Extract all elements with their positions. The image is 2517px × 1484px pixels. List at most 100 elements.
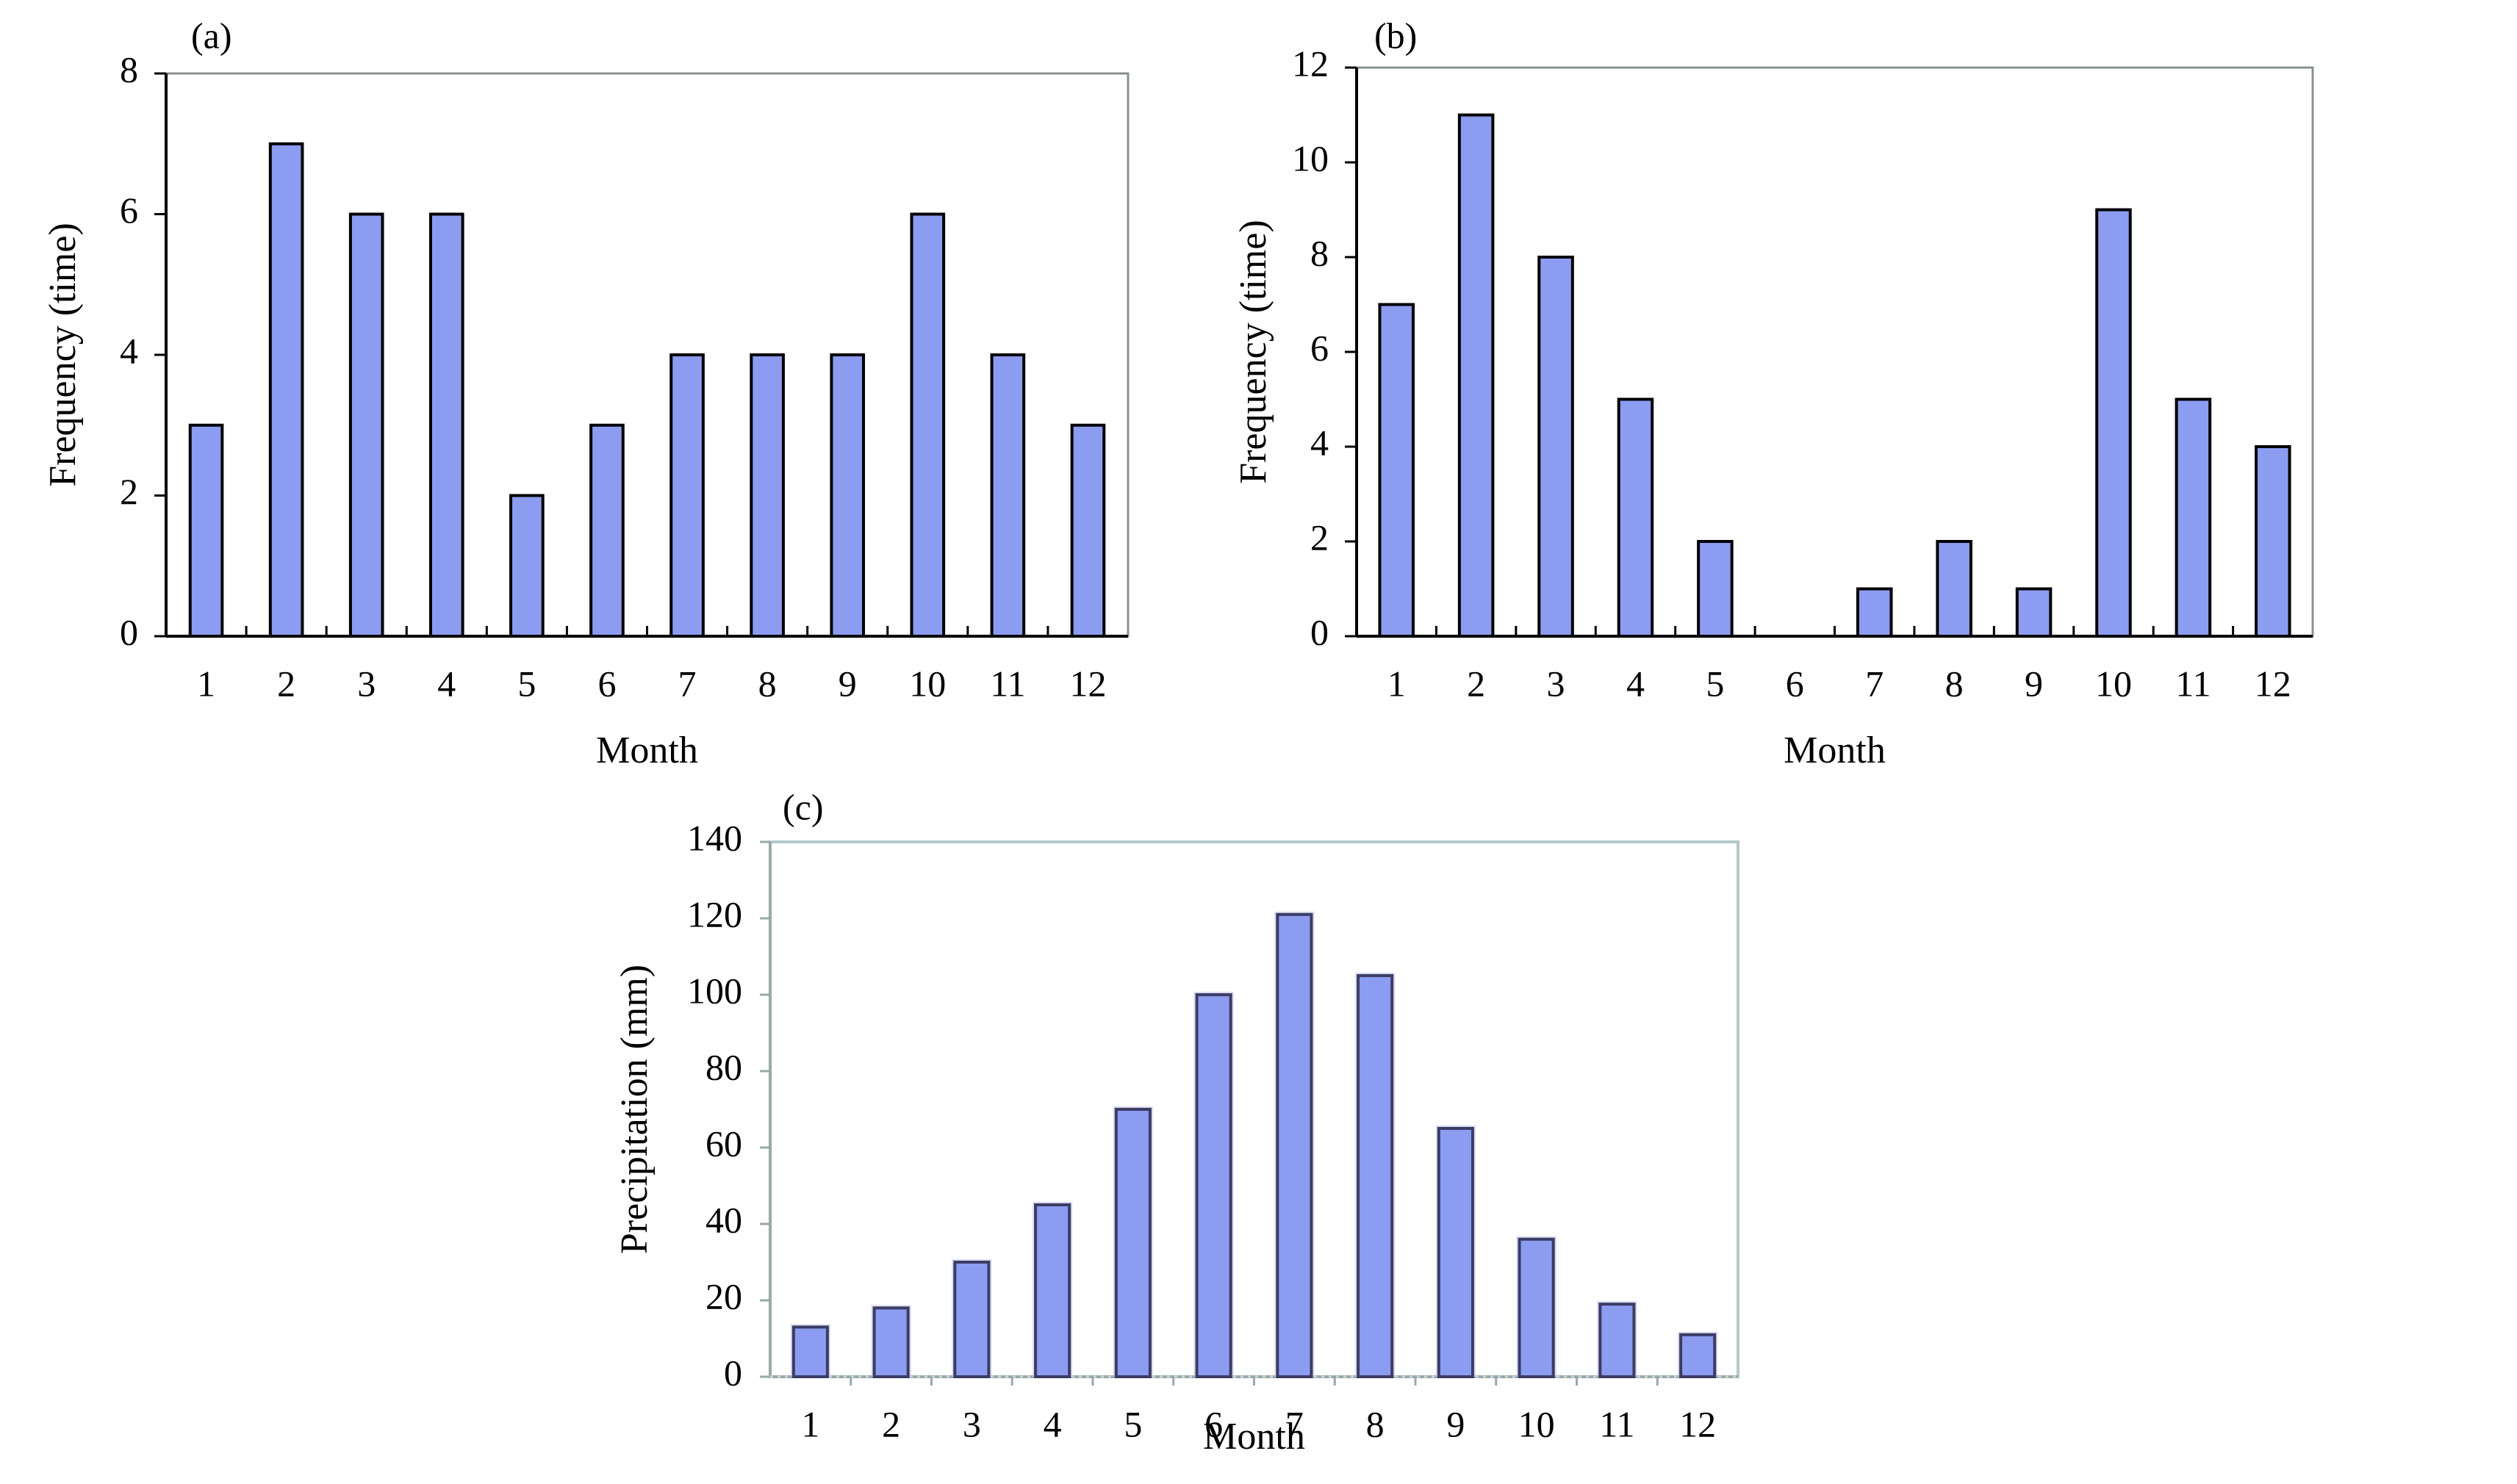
bar [1357,974,1394,1378]
bar [1518,1237,1555,1379]
y-tick-label: 8 [120,48,138,90]
y-tick-label: 140 [687,817,742,858]
panel-label: (c) [783,786,824,827]
bar [1437,1127,1474,1378]
bar [2175,397,2212,638]
y-axis-label: Frequency (time) [42,223,84,487]
bar [2255,445,2291,638]
x-tick-label: 9 [1446,1403,1465,1444]
x-tick-label: 2 [1467,663,1485,704]
bar [953,1261,991,1378]
plot-frame [769,840,1739,1378]
x-tick-label: 1 [197,663,215,704]
y-tick-label: 2 [120,471,138,512]
x-tick-label: 3 [1547,663,1565,704]
x-tick-label: 12 [2255,663,2291,704]
x-tick-label: 7 [1285,1403,1304,1444]
y-tick-label: 0 [724,1352,742,1393]
plot-frame [165,72,1130,638]
bar [268,142,304,638]
bar [428,212,464,638]
x-tick-label: 2 [882,1403,900,1444]
x-tick-label: 10 [1518,1403,1555,1444]
y-tick-label: 6 [120,190,138,231]
y-tick-label: 4 [1310,422,1329,463]
x-tick-label: 12 [1679,1403,1716,1444]
panel-label: (a) [191,15,232,56]
y-axis-label: Precipitation (mm) [614,965,656,1254]
plot-frame [1355,66,2314,638]
y-tick-label: 0 [120,611,138,652]
x-axis-label: Month [1203,1416,1305,1458]
x-tick-label: 7 [1865,663,1884,704]
panel-label: (b) [1374,15,1417,56]
bar [1679,1333,1717,1379]
y-tick-label: 8 [1310,232,1329,273]
y-axis-label: Frequency (time) [1232,220,1274,484]
y-tick-label: 120 [687,893,742,934]
bar [1936,540,1972,638]
y-tick-label: 20 [705,1275,742,1316]
bar [791,1325,829,1379]
x-tick-label: 3 [357,663,376,704]
x-tick-label: 11 [1599,1403,1634,1444]
bar [990,353,1026,638]
x-tick-label: 8 [758,663,777,704]
bar [1114,1108,1152,1378]
x-tick-label: 5 [1706,663,1724,704]
x-axis-label: Month [1784,730,1886,771]
bar [750,353,785,638]
bar [1034,1203,1071,1378]
y-tick-label: 40 [705,1199,742,1240]
x-tick-label: 10 [2095,663,2132,704]
x-tick-label: 8 [1945,663,1964,704]
bar [1070,423,1106,638]
bar [1598,1303,1636,1378]
y-tick-label: 80 [705,1046,742,1087]
bar [1195,993,1232,1378]
bar [2095,208,2132,638]
bar [348,212,384,638]
x-tick-label: 10 [909,663,946,704]
x-tick-label: 11 [2175,663,2211,704]
bar [1276,912,1313,1379]
x-tick-label: 7 [678,663,697,704]
bar [1457,113,1495,638]
bar [509,494,545,638]
bar [669,353,705,638]
x-tick-label: 6 [597,663,616,704]
x-tick-label: 5 [517,663,536,704]
x-tick-label: 11 [990,663,1025,704]
y-tick-label: 0 [1310,611,1329,652]
x-axis-label: Month [596,730,698,771]
bar [872,1306,910,1379]
y-tick-label: 100 [687,970,742,1011]
y-tick-label: 10 [1292,137,1329,179]
bar [188,423,224,638]
y-tick-label: 2 [1310,516,1329,558]
bar [589,423,625,638]
bar [1697,540,1734,638]
x-tick-label: 9 [839,663,857,704]
bar [1856,587,1893,638]
bar [910,212,946,638]
x-tick-label: 3 [963,1403,981,1444]
x-tick-label: 4 [437,663,456,704]
x-tick-label: 12 [1069,663,1106,704]
y-tick-label: 12 [1292,43,1329,84]
bar [1378,303,1415,638]
y-tick-label: 60 [705,1123,742,1164]
x-tick-label: 4 [1626,663,1645,704]
bar [1617,397,1654,638]
bar [1537,256,1574,638]
x-tick-label: 6 [1786,663,1804,704]
x-tick-label: 1 [801,1403,819,1444]
x-tick-label: 9 [2025,663,2043,704]
bar [830,353,866,638]
y-tick-label: 4 [120,330,138,371]
x-tick-label: 1 [1387,663,1406,704]
